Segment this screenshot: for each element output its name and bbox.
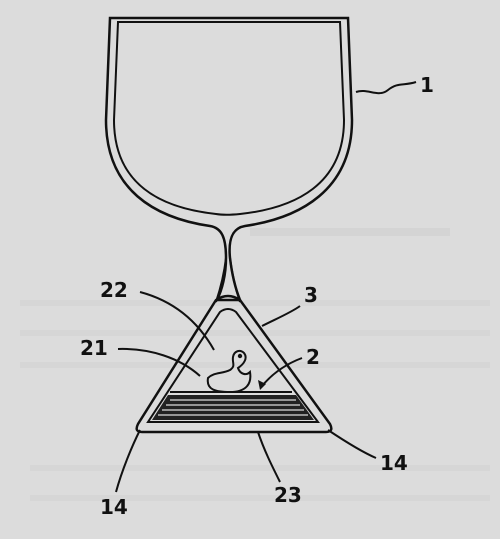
label-goblet: 1 (420, 73, 434, 97)
leader-liquid (257, 431, 281, 483)
duck-figure (206, 349, 252, 394)
label-rim-left: 14 (100, 495, 128, 519)
base-outer-wall (135, 294, 333, 434)
leader-rim-right (327, 429, 377, 459)
leader-float (117, 347, 201, 377)
label-liquid-chamber: 2 (306, 345, 320, 369)
liquid-body (152, 395, 314, 420)
goblet-bowl-inner (112, 21, 346, 216)
leader-liquid-chamber (261, 357, 303, 387)
label-duck-figure: 22 (100, 278, 128, 302)
leader-goblet (355, 81, 417, 95)
label-rim-right: 14 (380, 451, 408, 475)
goblet-bowl-outer (104, 16, 354, 302)
arrowhead-liquid-chamber (258, 380, 266, 390)
leader-triangular-base (261, 305, 301, 327)
base-inner-wall (146, 308, 320, 423)
leader-rim-left (115, 429, 141, 493)
label-triangular-base: 3 (304, 283, 318, 307)
label-liquid: 23 (274, 483, 302, 507)
label-float: 21 (80, 336, 108, 360)
leader-duck-figure (139, 291, 215, 351)
bleed-through-texture (20, 228, 490, 501)
